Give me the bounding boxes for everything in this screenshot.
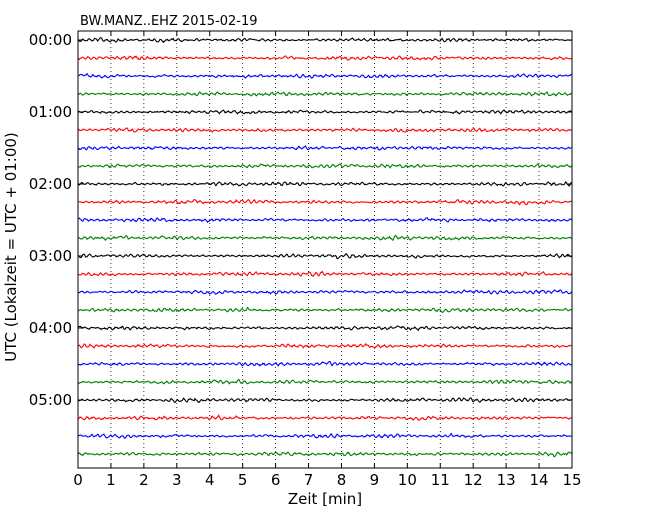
trace-line [77, 451, 572, 458]
x-tick-label: 14 [530, 471, 549, 489]
x-tick-label: 7 [304, 471, 314, 489]
trace-line [77, 361, 572, 368]
y-axis-ticks: 00:00 01:00 02:00 03:00 04:00 05:00 [29, 31, 572, 409]
x-tick-label: 6 [271, 471, 281, 489]
trace-line [77, 55, 572, 61]
trace-line [77, 163, 572, 169]
trace-line [77, 145, 572, 151]
x-tick-label: 13 [497, 471, 516, 489]
x-tick-label: 11 [431, 471, 450, 489]
y-tick-label: 01:00 [29, 103, 72, 121]
seismogram-traces [77, 37, 572, 458]
plot-frame [77, 30, 573, 469]
x-tick-label: 5 [238, 471, 248, 489]
x-tick-label: 1 [106, 471, 116, 489]
trace-line [77, 270, 572, 277]
x-grid-lines [110, 31, 540, 468]
x-tick-label: 15 [562, 471, 581, 489]
trace-line [77, 180, 572, 187]
trace-line [77, 414, 572, 422]
trace-line [77, 198, 572, 206]
y-tick-label: 02:00 [29, 175, 72, 193]
y-tick-label: 04:00 [29, 319, 72, 337]
y-axis-label: UTC (Lokalzeit = UTC + 01:00) [2, 132, 20, 362]
trace-line [77, 90, 572, 97]
trace-line [77, 72, 572, 79]
x-tick-label: 0 [73, 471, 83, 489]
trace-line [77, 127, 572, 133]
x-axis-label: Zeit [min] [288, 490, 362, 508]
x-tick-label: 12 [464, 471, 483, 489]
x-tick-label: 4 [205, 471, 215, 489]
x-tick-label: 3 [172, 471, 182, 489]
trace-line [77, 397, 572, 403]
trace-line [77, 109, 572, 115]
trace-line [77, 234, 572, 242]
x-tick-label: 2 [139, 471, 149, 489]
y-tick-label: 05:00 [29, 391, 72, 409]
x-tick-label: 9 [370, 471, 380, 489]
trace-line [77, 342, 572, 350]
trace-line [77, 325, 572, 332]
trace-line [77, 289, 572, 295]
trace-line [77, 252, 572, 260]
x-axis-ticks: 0 1 2 3 4 5 6 7 8 9 10 11 12 13 14 15 [73, 31, 582, 489]
chart-title: BW.MANZ..EHZ 2015-02-19 [80, 14, 258, 29]
x-tick-label: 8 [337, 471, 347, 489]
trace-line [77, 432, 572, 439]
trace-line [77, 217, 572, 224]
y-tick-label: 03:00 [29, 247, 72, 265]
trace-line [77, 37, 572, 44]
y-tick-label: 00:00 [29, 31, 72, 49]
x-tick-label: 10 [398, 471, 417, 489]
trace-line [77, 306, 572, 314]
trace-line [77, 379, 572, 385]
